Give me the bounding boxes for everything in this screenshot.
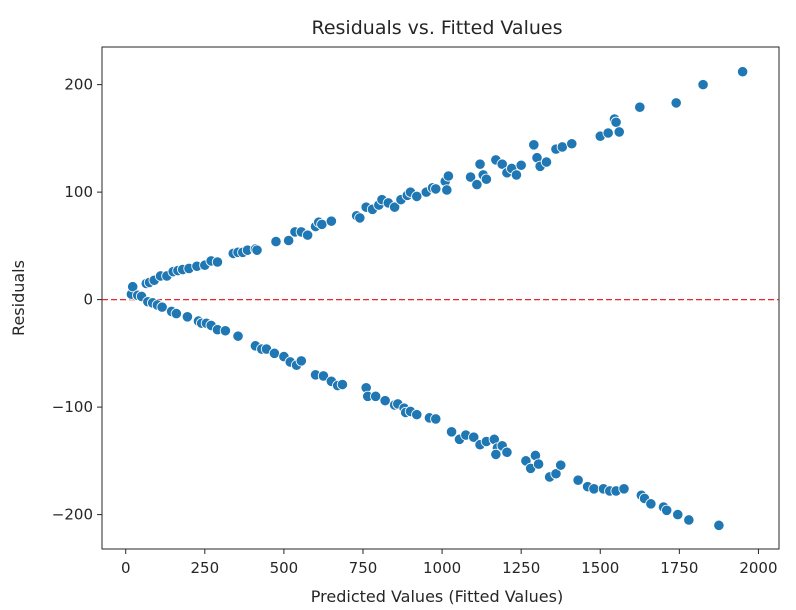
scatter-point bbox=[430, 413, 442, 425]
scatter-point bbox=[474, 158, 486, 170]
y-axis-label: Residuals bbox=[9, 260, 28, 336]
scatter-point bbox=[566, 138, 578, 150]
scatter-point bbox=[670, 97, 682, 109]
x-tick-label: 250 bbox=[190, 559, 219, 577]
scatter-point bbox=[156, 301, 168, 313]
scatter-point bbox=[480, 173, 492, 185]
scatter-point bbox=[283, 234, 295, 247]
x-axis-ticks: 0 250 500 750 1000 1250 1500 1750 2000 bbox=[121, 549, 778, 577]
scatter-point bbox=[268, 347, 281, 359]
scatter-point bbox=[737, 66, 749, 78]
scatter-point bbox=[170, 307, 182, 320]
scatter-point bbox=[379, 395, 391, 407]
scatter-point bbox=[683, 514, 695, 526]
scatter-point bbox=[336, 378, 349, 391]
x-tick-label: 750 bbox=[349, 559, 378, 577]
x-tick-label: 1750 bbox=[660, 559, 698, 577]
scatter-point bbox=[316, 218, 328, 230]
scatter-point bbox=[464, 171, 477, 183]
x-tick-label: 1250 bbox=[502, 559, 540, 577]
scatter-point bbox=[490, 448, 502, 461]
scatter-point bbox=[389, 201, 401, 213]
scatter-point bbox=[181, 311, 194, 323]
scatter-point bbox=[295, 355, 307, 367]
scatter-point bbox=[672, 509, 684, 521]
scatter-point bbox=[302, 229, 314, 241]
y-tick-label: 0 bbox=[83, 291, 93, 309]
scatter-point bbox=[556, 141, 568, 153]
y-tick-label: −100 bbox=[52, 398, 93, 416]
scatter-point bbox=[325, 215, 337, 227]
scatter-point bbox=[618, 483, 630, 495]
scatter-point bbox=[515, 159, 527, 171]
scatter-point bbox=[270, 235, 282, 248]
scatter-point bbox=[555, 459, 567, 471]
x-tick-label: 1500 bbox=[581, 559, 619, 577]
scatter-point bbox=[610, 116, 622, 128]
scatter-point bbox=[354, 212, 366, 224]
scatter-point bbox=[661, 504, 673, 516]
plot-area-frame bbox=[101, 46, 780, 550]
x-axis-label: Predicted Values (Fitted Values) bbox=[311, 587, 563, 606]
scatter-point bbox=[528, 139, 540, 151]
scatter-point bbox=[588, 483, 600, 495]
scatter-point bbox=[317, 370, 330, 382]
scatter-points bbox=[125, 66, 749, 531]
scatter-point bbox=[442, 170, 455, 182]
scatter-point bbox=[572, 474, 584, 486]
y-tick-label: 100 bbox=[64, 183, 93, 201]
x-tick-label: 0 bbox=[121, 559, 131, 577]
scatter-point bbox=[697, 79, 709, 91]
scatter-point bbox=[634, 101, 646, 113]
scatter-point bbox=[211, 256, 224, 268]
scatter-point bbox=[613, 126, 625, 138]
scatter-point bbox=[445, 426, 458, 438]
scatter-point bbox=[602, 127, 614, 139]
scatter-point bbox=[496, 158, 508, 170]
scatter-point bbox=[471, 178, 483, 191]
scatter-point bbox=[532, 458, 545, 470]
scatter-point bbox=[430, 183, 442, 195]
y-axis-ticks: −200 −100 0 100 200 bbox=[52, 76, 102, 524]
scatter-point bbox=[411, 190, 423, 203]
scatter-point bbox=[219, 325, 231, 337]
y-tick-label: −200 bbox=[52, 506, 93, 524]
scatter-point bbox=[510, 169, 523, 181]
scatter-point bbox=[127, 281, 139, 293]
x-tick-label: 2000 bbox=[739, 559, 777, 577]
scatter-point bbox=[468, 431, 480, 443]
scatter-point bbox=[645, 498, 657, 510]
scatter-point bbox=[441, 184, 453, 196]
scatter-point bbox=[232, 330, 244, 342]
x-tick-label: 500 bbox=[270, 559, 299, 577]
scatter-point bbox=[550, 468, 562, 480]
scatter-point bbox=[251, 244, 263, 256]
x-tick-label: 1000 bbox=[423, 559, 461, 577]
scatter-point bbox=[501, 446, 513, 458]
scatter-point bbox=[713, 519, 725, 531]
y-tick-label: 200 bbox=[64, 76, 93, 94]
chart-title: Residuals vs. Fitted Values bbox=[312, 17, 563, 39]
scatter-point bbox=[411, 409, 423, 421]
scatter-point bbox=[540, 156, 553, 168]
scatter-point bbox=[370, 390, 382, 402]
